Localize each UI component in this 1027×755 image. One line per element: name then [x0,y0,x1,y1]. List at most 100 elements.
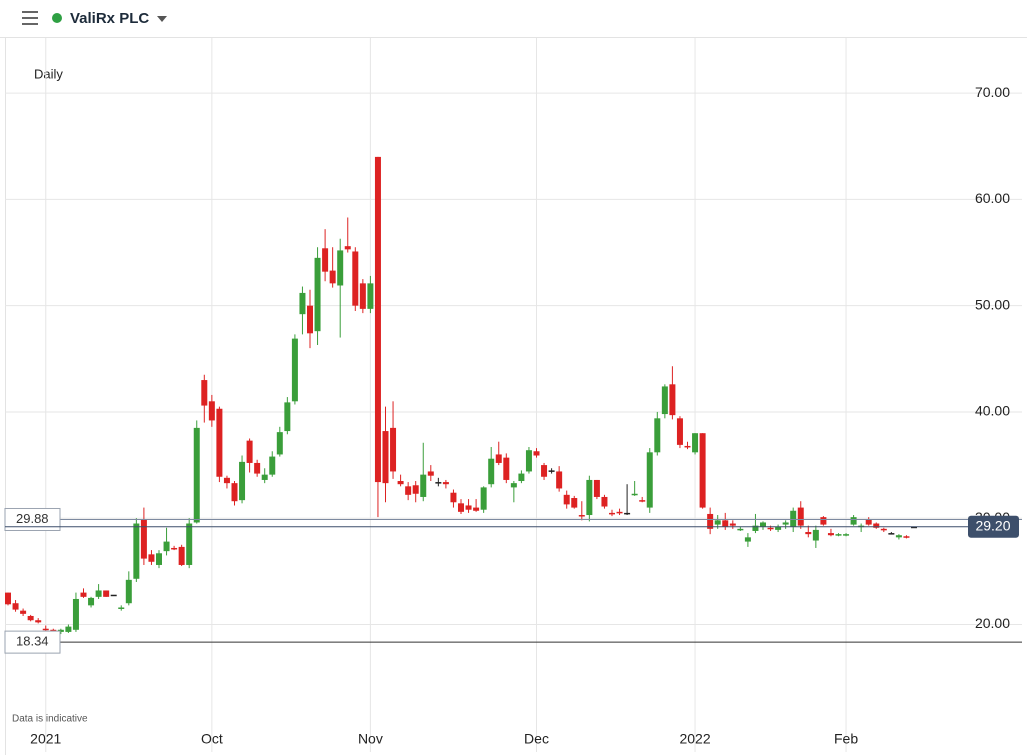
candle-body [873,523,880,528]
candle-body [692,433,699,453]
x-tick-label: 2021 [30,731,61,747]
candle-body [186,523,193,565]
candle-body [171,547,178,550]
price-label: 18.34 [16,634,49,649]
candle-body [261,474,268,480]
candle-body [450,492,457,503]
candle-body [488,458,495,485]
candle-body [178,546,185,565]
candle-body [307,305,313,334]
y-tick-label: 70.00 [975,84,1010,100]
candle-body [65,626,72,632]
price-box [4,507,61,531]
last-price-label: 29.20 [975,517,1010,533]
candle-body [812,529,819,541]
menu-icon[interactable] [22,11,38,25]
candle-body [616,511,623,514]
x-tick-label: Feb [834,731,858,747]
candle-body [299,292,306,315]
x-tick-label: 2022 [679,731,710,747]
candle-body [661,386,668,415]
candle-body [427,471,434,476]
status-dot [52,13,62,23]
candle-body [646,452,653,508]
candle-body [458,503,464,512]
disclaimer: Data is indicative [12,714,88,725]
candle-body [850,517,857,525]
candle-body [654,418,661,453]
candle-body [669,384,676,416]
candle-body [148,554,155,562]
candle-body [231,483,238,502]
candle-body [314,257,321,332]
candle-body [805,532,812,535]
candle-body [835,534,842,536]
candle-body [676,418,683,445]
candle-body [737,528,744,531]
header: ValiRx PLC [0,0,1027,38]
candle-body [352,251,359,306]
dropdown-caret[interactable] [157,16,167,22]
candle-body [744,537,751,542]
candle-body [382,431,389,484]
x-tick-label: Nov [358,731,383,747]
candle-body [609,512,615,515]
candle-body [518,473,525,482]
candle-body [465,505,472,510]
candle-body [843,534,850,536]
candle-body [57,629,64,632]
candle-body [344,246,351,250]
candle-body [820,517,827,525]
candle-body [563,494,570,505]
candle-body [548,470,555,472]
candle-body [163,541,170,552]
candle-body [880,528,887,531]
candle-body [827,533,834,536]
candle-body [903,536,910,538]
candle-body [239,461,246,501]
candle-body [35,620,42,623]
candle-body [12,603,19,610]
candle-body [118,607,125,609]
candle-body [246,440,253,463]
candle-body [752,525,759,531]
candle-body [767,527,774,530]
last-price-badge [968,515,1019,538]
candle-body [699,433,706,508]
candle-body [541,465,548,477]
candle-body [435,482,442,484]
candle-body [291,338,298,402]
candle-body [510,483,517,488]
candle-body [684,445,691,448]
y-tick-label: 40.00 [975,403,1010,419]
candle-body [790,510,797,527]
candle-body [525,450,532,472]
candle-body [578,515,585,517]
candle-body [193,427,200,523]
candle-body [412,485,419,494]
candle-body [503,457,510,480]
candle-body [276,432,283,455]
candle-body [895,535,902,538]
candle-body [27,615,34,621]
candle-body [208,401,215,421]
candle-body [88,597,95,606]
candle-body [390,427,397,472]
x-tick-label: Dec [524,731,549,747]
candle-body [254,462,261,474]
candle-body [95,590,102,597]
candle-body [556,471,563,489]
candle-body [405,486,412,495]
candle-body [80,592,87,597]
candle-body [329,270,336,284]
candle-body [397,481,404,485]
candle-body [533,451,540,456]
candle-body [495,454,502,463]
candle-body [42,628,49,631]
candle-body [586,479,593,516]
interval-label: Daily [34,66,63,81]
candle-body [714,520,721,525]
instrument-title[interactable]: ValiRx PLC [70,10,150,27]
